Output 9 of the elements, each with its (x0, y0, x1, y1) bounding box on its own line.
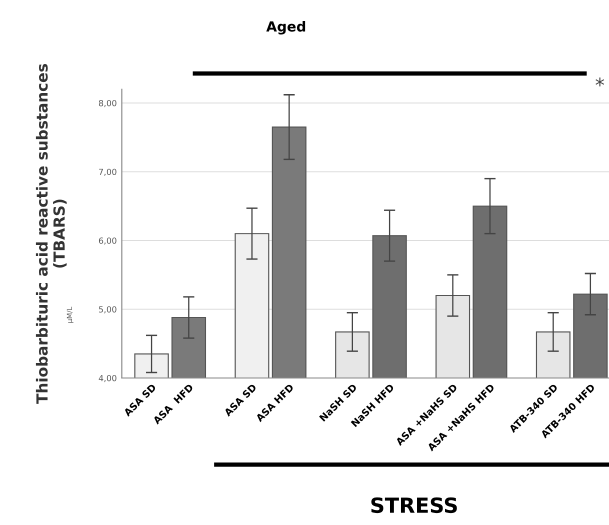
y-tick-label: 7,00 (99, 168, 116, 176)
y-tick-label: 5,00 (99, 306, 116, 314)
y-tick-label: 4,00 (98, 374, 116, 382)
y-tick-label: 8,00 (98, 100, 116, 108)
chart-title: Aged (266, 20, 306, 34)
text: STRESS (371, 497, 457, 514)
text: * (596, 78, 604, 86)
y-tick-label: 6,00 (98, 237, 116, 245)
y-axis-title: Thiobarbituric acid reactive substances (TBARS) (36, 64, 67, 404)
